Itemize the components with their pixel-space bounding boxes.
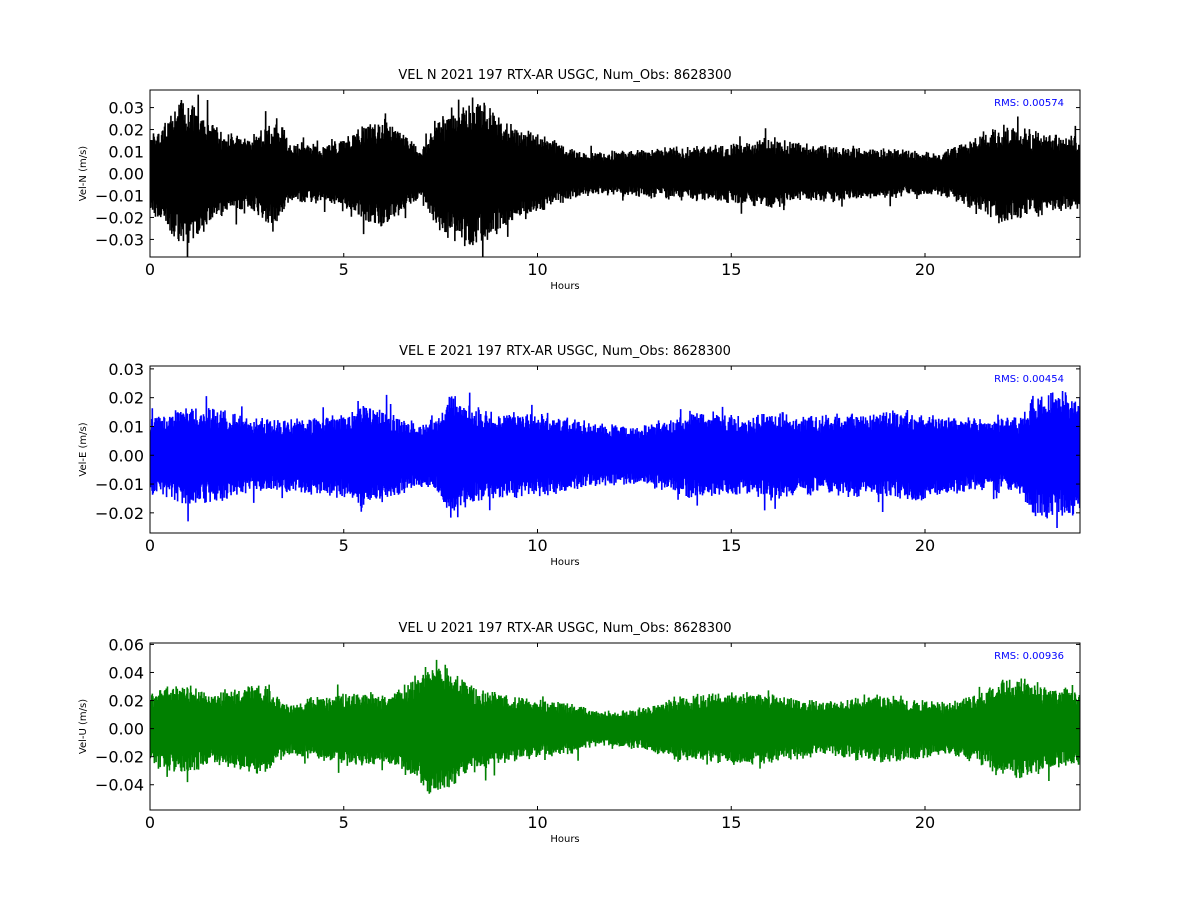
y-tick-label: −0.02 — [95, 504, 144, 523]
y-tick-label: 0.02 — [108, 692, 144, 711]
series-line — [150, 391, 1080, 528]
series-line — [150, 94, 1080, 257]
y-tick-label: 0.00 — [108, 446, 144, 465]
x-tick-label: 5 — [339, 260, 349, 279]
x-tick-label: 0 — [145, 536, 155, 555]
x-tick-label: 20 — [915, 536, 935, 555]
y-axis-label: Vel-N (m/s) — [78, 146, 89, 201]
x-axis-label: Hours — [550, 557, 579, 568]
y-tick-label: 0.01 — [108, 417, 144, 436]
y-tick-label: −0.02 — [95, 748, 144, 767]
subplot-2: 0 5 10 15 20 0.06 0.04 0.02 0.00 −0.02 −0.04 VEL U … — [78, 621, 1081, 845]
axes-frame — [149, 642, 1081, 811]
x-tick-label: 10 — [527, 813, 547, 832]
y-tick-label: 0.01 — [108, 143, 144, 162]
y-axis-label: Vel-U (m/s) — [78, 699, 89, 754]
y-tick-label: 0.03 — [108, 99, 144, 118]
y-tick-label: 0.00 — [108, 165, 144, 184]
y-tick-label: −0.03 — [95, 230, 144, 249]
y-tick-label: −0.04 — [95, 776, 144, 795]
y-tick-label: −0.01 — [95, 475, 144, 494]
x-tick-label: 5 — [339, 536, 349, 555]
subplot-0: 0 5 10 15 20 0.03 0.02 0.01 0.00 −0.01 −0.02 −0.03 V… — [78, 68, 1081, 292]
x-tick-label: 10 — [527, 536, 547, 555]
y-tick-label: −0.01 — [95, 186, 144, 205]
x-tick-label: 15 — [721, 536, 741, 555]
x-tick-label: 20 — [915, 260, 935, 279]
y-tick-label: −0.02 — [95, 208, 144, 227]
rms-annotation: RMS: 0.00574 — [994, 98, 1064, 109]
axes-frame — [149, 365, 1081, 534]
x-tick-label: 20 — [915, 813, 935, 832]
x-tick-label: 10 — [527, 260, 547, 279]
y-tick-label: 0.02 — [108, 389, 144, 408]
chart-title: VEL N 2021 197 RTX-AR USGC, Num_Obs: 862… — [398, 68, 731, 83]
chart-title: VEL E 2021 197 RTX-AR USGC, Num_Obs: 862… — [399, 344, 731, 359]
x-tick-label: 5 — [339, 813, 349, 832]
y-tick-label: 0.02 — [108, 121, 144, 140]
y-axis-label: Vel-E (m/s) — [78, 422, 89, 476]
series-line — [150, 659, 1080, 794]
rms-annotation: RMS: 0.00454 — [994, 374, 1064, 385]
x-axis-label: Hours — [550, 281, 579, 292]
y-tick-label: 0.00 — [108, 720, 144, 739]
subplot-1: 0 5 10 15 20 0.03 0.02 0.01 0.00 −0.01 −0.02 VEL E … — [78, 344, 1081, 568]
y-tick-label: 0.06 — [108, 635, 144, 654]
rms-annotation: RMS: 0.00936 — [994, 651, 1064, 662]
y-tick-label: 0.03 — [108, 360, 144, 379]
y-tick-label: 0.04 — [108, 663, 144, 682]
x-tick-label: 0 — [145, 813, 155, 832]
x-tick-label: 15 — [721, 260, 741, 279]
x-axis-label: Hours — [550, 834, 579, 845]
chart-title: VEL U 2021 197 RTX-AR USGC, Num_Obs: 862… — [398, 621, 731, 636]
x-tick-label: 0 — [145, 260, 155, 279]
x-tick-label: 15 — [721, 813, 741, 832]
